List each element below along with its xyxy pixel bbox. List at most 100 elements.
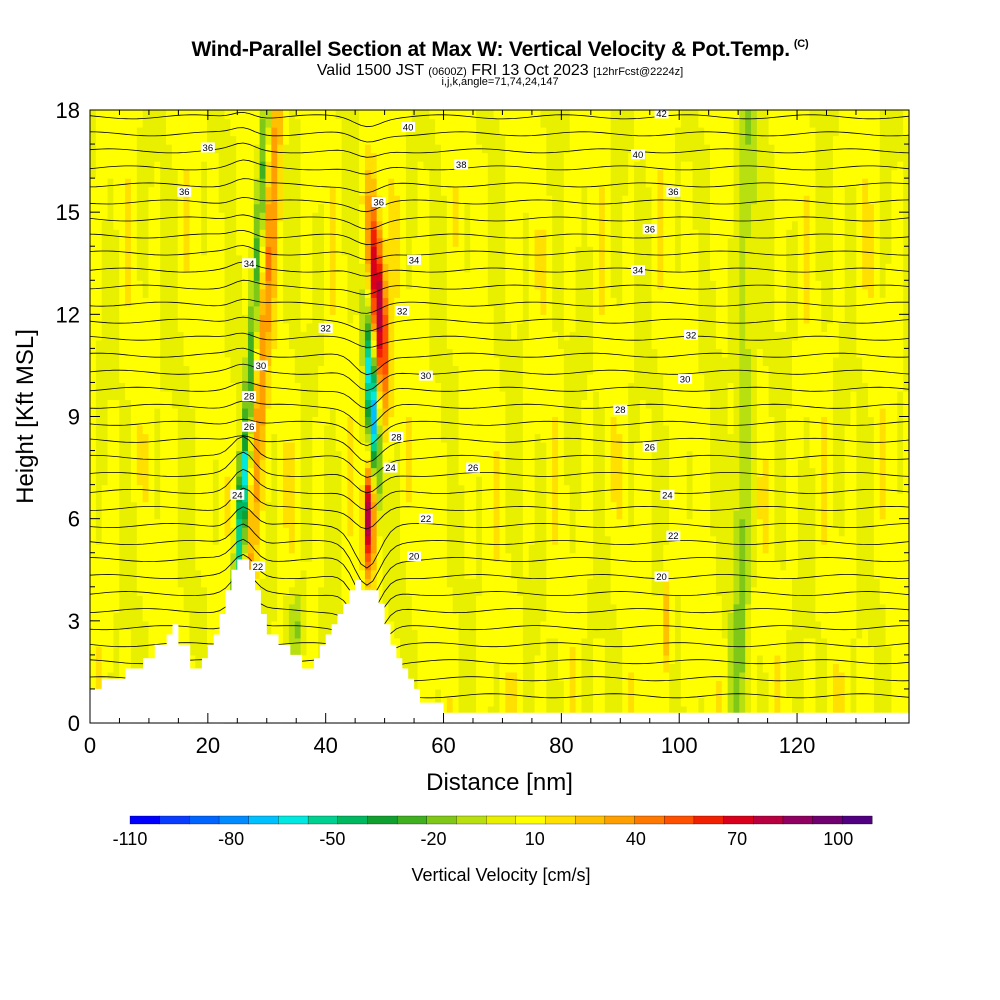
contour-label-box	[401, 122, 416, 133]
theta-contour-line	[89, 178, 910, 194]
theta-contour-line	[89, 381, 910, 409]
contour-label-box	[678, 374, 693, 385]
colorbar-swatch	[664, 815, 695, 825]
colorbar-tick-label: -50	[319, 829, 345, 849]
contour-label-box	[654, 571, 669, 582]
theta-contour-line	[89, 279, 910, 295]
x-tick-label: 80	[549, 733, 573, 758]
contour-label: 26	[644, 443, 655, 454]
colorbar-swatch	[218, 815, 250, 825]
theta-contour-line	[89, 436, 910, 478]
contour-label: 34	[633, 266, 644, 277]
contour-label-box	[250, 561, 265, 572]
colorbar-swatch	[367, 815, 398, 825]
contour-label-box	[642, 442, 657, 453]
theta-contour-line	[89, 111, 910, 128]
contour-label-box	[253, 360, 268, 371]
x-tick-label: 120	[779, 733, 816, 758]
colorbar-swatch	[456, 815, 487, 825]
y-tick-label: 12	[56, 302, 80, 327]
contour-label: 28	[391, 432, 402, 443]
contour-label-box	[630, 149, 645, 160]
y-tick-label: 18	[56, 98, 80, 123]
contour-label: 40	[633, 150, 644, 161]
chart-subtitle: Valid 1500 JST (0600Z) FRI 13 Oct 2023 […	[0, 62, 1000, 80]
theta-contour-line	[89, 487, 910, 530]
contour-label: 36	[644, 225, 655, 236]
contour-label-box	[630, 265, 645, 276]
copyright-mark: (C)	[793, 38, 809, 50]
colorbar-tick-label: 100	[823, 829, 853, 849]
velocity-heatmap	[90, 110, 910, 724]
colorbar-swatch	[129, 815, 161, 825]
contour-label: 36	[203, 143, 214, 154]
colorbar-swatch	[753, 815, 784, 825]
contour-label-box	[642, 224, 657, 235]
contour-label-box	[371, 196, 386, 207]
theta-contour-line	[89, 570, 910, 633]
theta-contour-line	[89, 523, 910, 586]
theta-contour-line	[89, 229, 910, 246]
contour-label: 24	[662, 490, 673, 501]
theta-contour-line	[89, 245, 909, 261]
colorbar-swatch	[396, 815, 428, 825]
y-axis-label: Height [Kft MSL]	[12, 329, 39, 504]
contour-label-box	[242, 421, 257, 432]
contour-label: 30	[421, 371, 432, 382]
theta-contour-line	[89, 261, 910, 277]
axis-ticks	[89, 109, 909, 724]
colorbar-swatch	[307, 815, 339, 825]
x-tick-label: 0	[84, 733, 96, 758]
colorbar-label: Vertical Velocity [cm/s]	[411, 865, 590, 885]
chart-title: Wind-Parallel Section at Max W: Vertical…	[0, 38, 1000, 62]
contour-label: 22	[253, 562, 264, 573]
contour-label-box	[418, 370, 433, 381]
contour-label: 28	[615, 405, 626, 416]
section-params: i,j,k,angle=71,74,24,147	[441, 76, 559, 88]
contour-label-box	[242, 391, 257, 402]
colorbar-swatch	[693, 815, 725, 825]
contour-label-box	[660, 489, 675, 500]
contour-label-box	[666, 530, 681, 541]
theta-contour-line	[89, 298, 910, 314]
colorbar-swatch	[812, 815, 843, 825]
theta-contour-line	[89, 332, 910, 348]
colorbar-swatch	[515, 815, 546, 825]
contour-label-box	[683, 329, 698, 340]
valid-time-utc: (0600Z)	[428, 66, 467, 78]
colorbar-tick-label: -20	[421, 829, 447, 849]
colorbar-swatch	[634, 815, 665, 825]
colorbar-swatch	[159, 815, 190, 825]
contour-label: 36	[668, 187, 679, 198]
contour-label-box	[418, 513, 433, 524]
theta-contour-line	[89, 363, 910, 392]
colorbar-swatch	[842, 815, 873, 825]
theta-contour-line	[89, 142, 910, 158]
contour-label: 34	[409, 255, 420, 266]
colorbar-swatch	[426, 815, 457, 825]
contour-label: 42	[656, 109, 667, 120]
y-tick-label: 3	[68, 609, 80, 634]
contour-label: 22	[421, 514, 432, 525]
theta-contour-line	[89, 347, 910, 376]
contour-label-box	[383, 462, 398, 473]
theta-contour-line	[89, 196, 910, 213]
theta-contour-line	[89, 506, 910, 569]
contour-label: 20	[656, 572, 667, 583]
valid-time: Valid 1500 JST	[316, 62, 424, 79]
valid-date: FRI 13 Oct 2023	[471, 62, 589, 79]
colorbar-tick-label: 40	[626, 829, 646, 849]
contour-label: 40	[403, 123, 414, 134]
contour-label-box	[389, 431, 404, 442]
colorbar-swatch	[575, 815, 606, 825]
colorbar-swatch	[189, 815, 220, 825]
contour-label-box	[613, 404, 628, 415]
contour-labels: 36 36 34 32 30 28 26 24 22 40 36 34 32 30 28 24 22 20 26 38…	[177, 108, 698, 583]
contour-label: 30	[680, 375, 691, 386]
x-axis-label: Distance [nm]	[426, 769, 573, 796]
x-tick-label: 20	[196, 733, 220, 758]
x-tick-label: 40	[313, 733, 337, 758]
x-tick-label: 60	[431, 733, 455, 758]
colorbar-tick-label: -110	[113, 829, 148, 849]
